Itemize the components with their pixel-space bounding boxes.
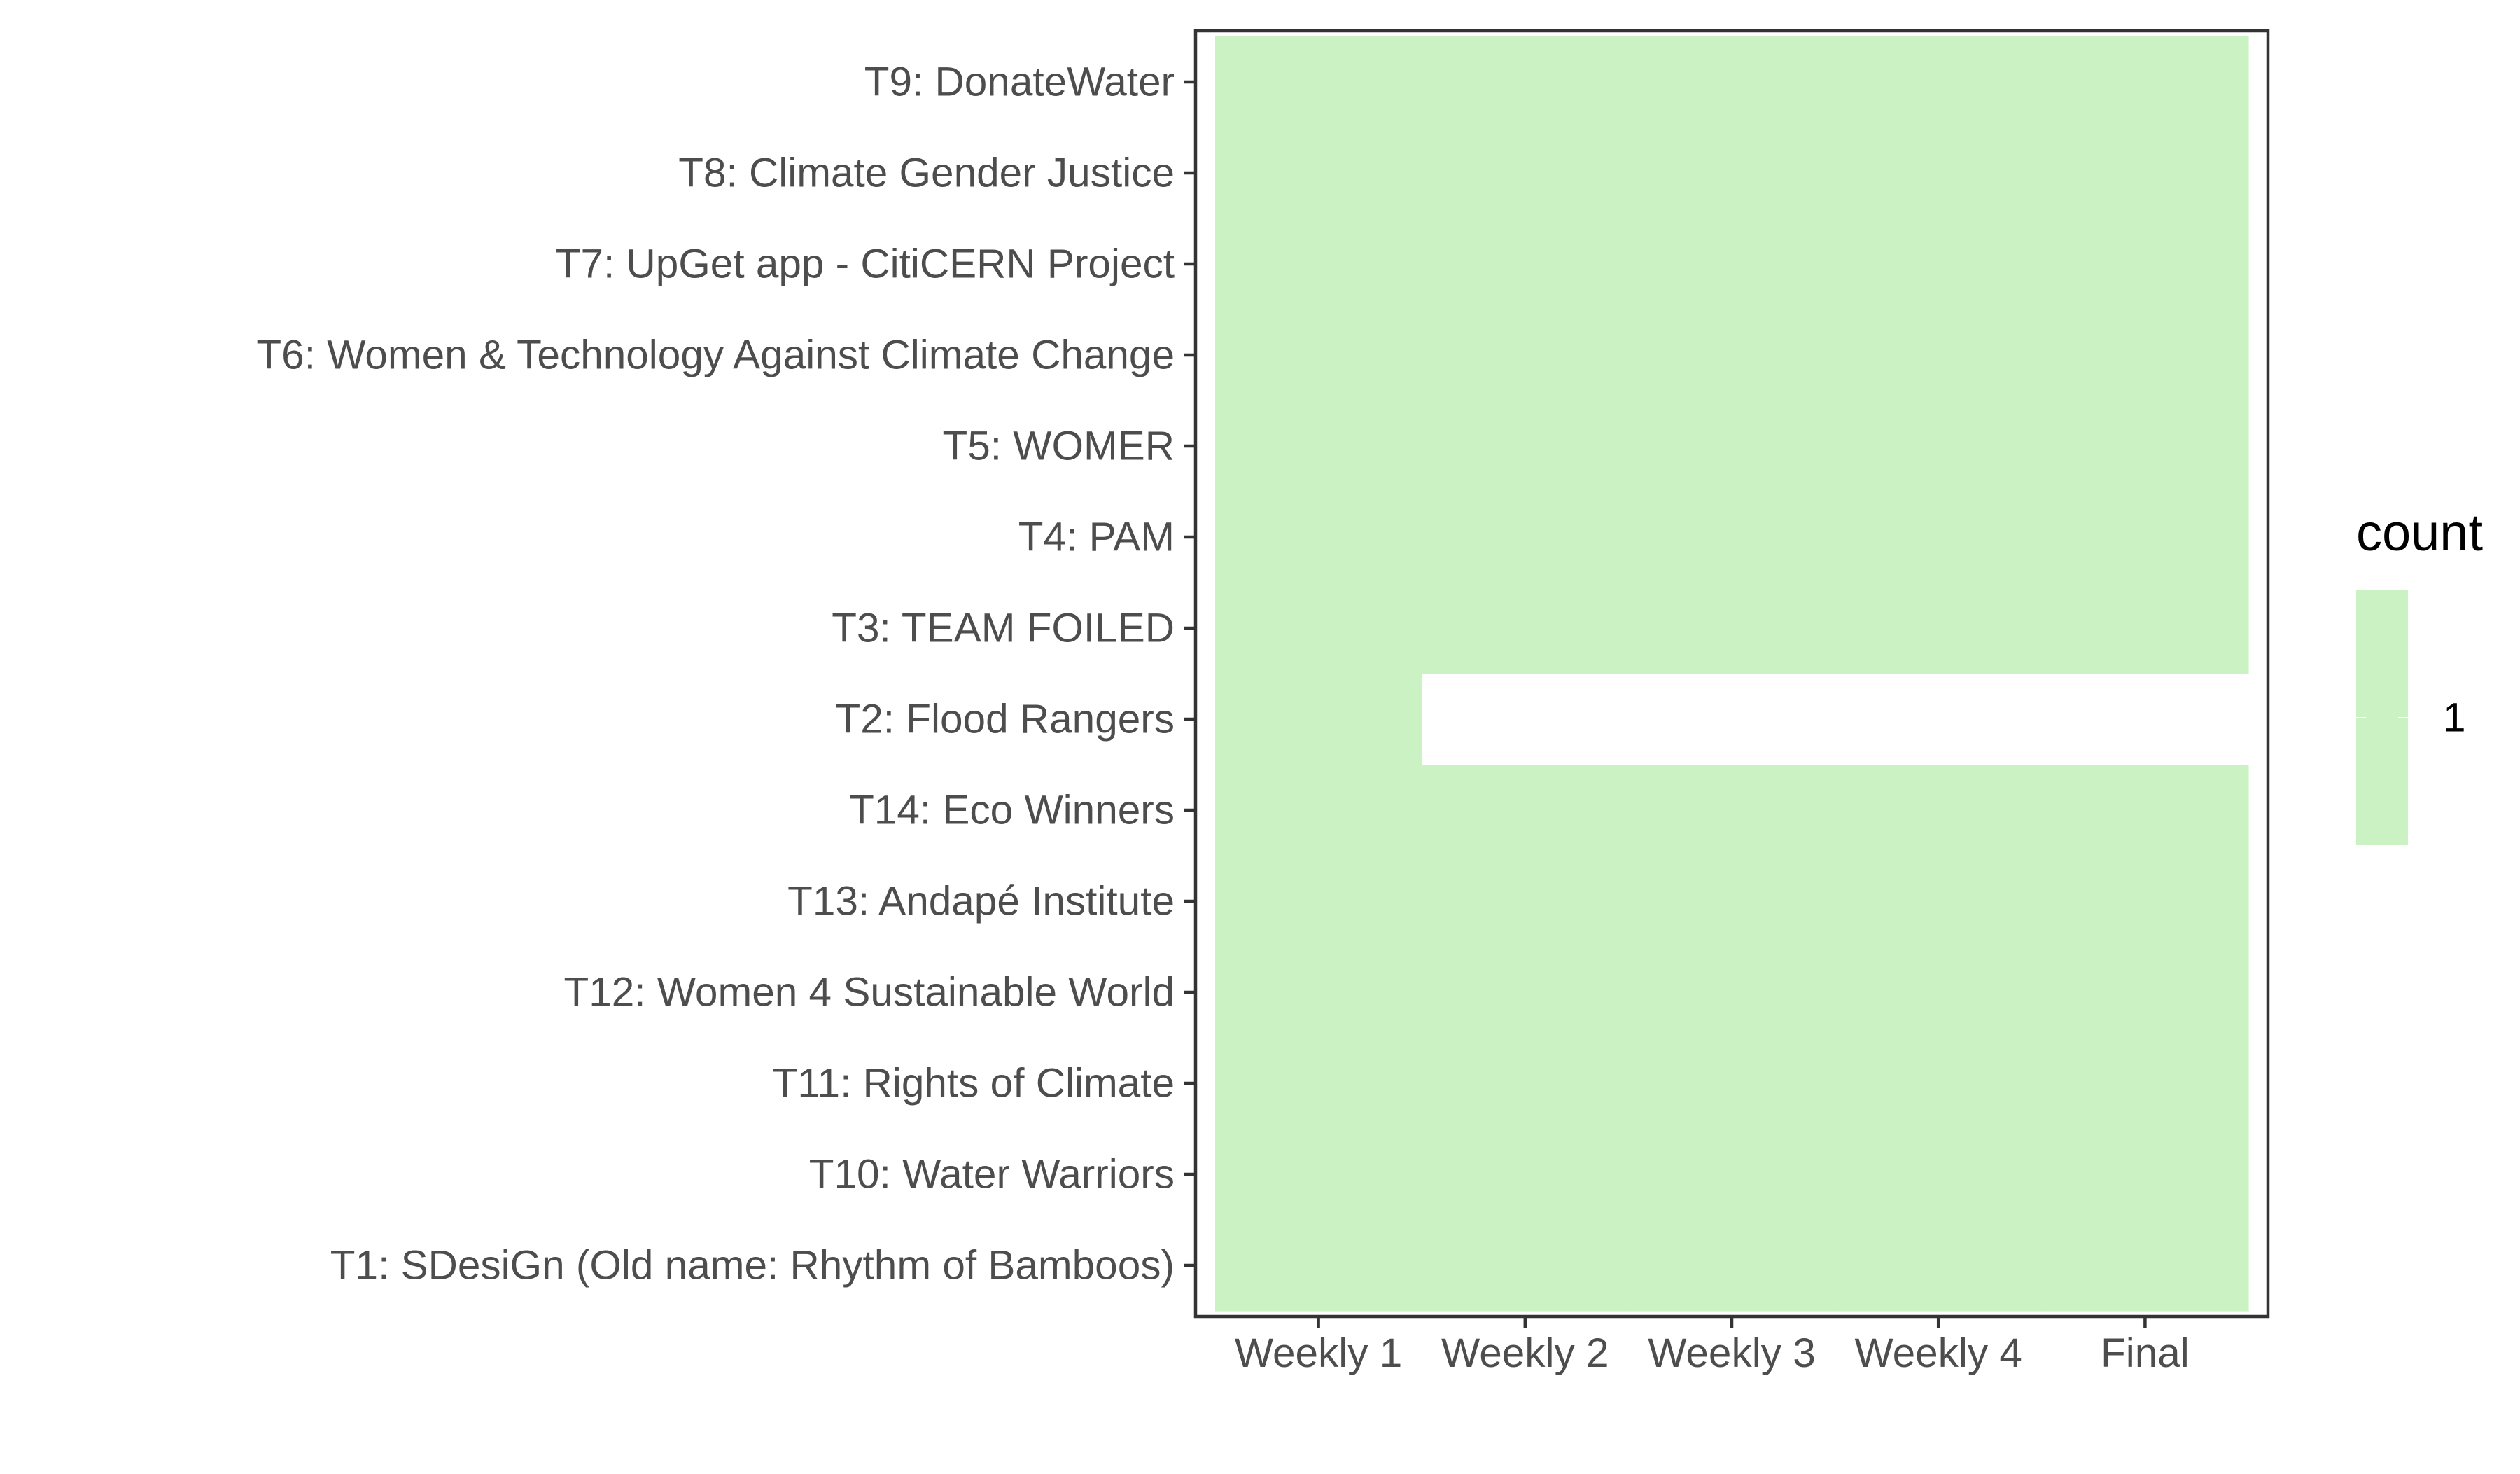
y-axis: T9: DonateWater T8: Climate Gender Justic…: [256, 60, 1196, 1288]
heatmap-cell: [1628, 765, 1836, 856]
heatmap-cell: [1215, 127, 1422, 219]
heatmap-cell: [2041, 583, 2249, 674]
x-axis: Weekly 1 Weekly 2 Weekly 3 Weekly 4 Final: [1235, 1316, 2190, 1376]
heatmap-cell: [1422, 401, 1629, 492]
y-tick-label: T9: DonateWater: [864, 60, 1175, 105]
heatmap-cell: [2041, 947, 2249, 1038]
y-tick-label: T2: Flood Rangers: [836, 697, 1175, 742]
y-tick-label: T7: UpGet app - CitiCERN Project: [556, 242, 1175, 287]
heatmap-cell: [1835, 36, 2043, 128]
heatmap-cell: [1215, 1220, 1422, 1312]
heatmap-cell: [1215, 310, 1422, 401]
heatmap-cell: [2041, 401, 2249, 492]
heatmap-cell: [1215, 36, 1422, 128]
heatmap-cell: [2041, 218, 2249, 310]
heatmap-cell: [1422, 1038, 1629, 1129]
heatmap-cell: [2041, 310, 2249, 401]
heatmap-cell: [1422, 310, 1629, 401]
y-tick-label: T6: Women & Technology Against Climate C…: [256, 333, 1175, 378]
heatmap-cell: [1628, 218, 1836, 310]
heatmap-cell: [1422, 36, 1629, 128]
heatmap-cell: [1835, 856, 2043, 947]
heatmap-cell: [1215, 947, 1422, 1038]
x-tick-label: Weekly 2: [1441, 1330, 1609, 1376]
heatmap-cell: [2041, 856, 2249, 947]
heatmap-cell: [1215, 401, 1422, 492]
y-tick-label: T3: TEAM FOILED: [832, 606, 1175, 651]
heatmap-cell: [1628, 856, 1836, 947]
heatmap-cell: [2041, 1038, 2249, 1129]
heatmap-cell: [1215, 583, 1422, 674]
heatmap-cell: [1422, 947, 1629, 1038]
heatmap-cell: [1835, 1220, 2043, 1312]
legend-title: count: [2356, 503, 2483, 562]
heatmap-cell: [1215, 856, 1422, 947]
heatmap-cell: [2041, 36, 2249, 128]
y-tick-label: T4: PAM: [1018, 515, 1175, 560]
heatmap-cell: [1422, 583, 1629, 674]
x-tick-label: Weekly 1: [1235, 1330, 1403, 1376]
legend-label: 1: [2443, 695, 2466, 741]
heatmap-cell: [1628, 1038, 1836, 1129]
x-tick-label: Weekly 3: [1648, 1330, 1816, 1376]
y-tick-label: T11: Rights of Climate: [773, 1061, 1175, 1106]
y-tick-label: T14: Eco Winners: [849, 788, 1175, 833]
heatmap-cell: [1835, 583, 2043, 674]
heatmap-cell: [1835, 947, 2043, 1038]
y-tick-label: T1: SDesiGn (Old name: Rhythm of Bamboos…: [330, 1243, 1175, 1288]
heatmap-cells: [1215, 36, 2249, 1312]
heatmap-cell: [1835, 127, 2043, 219]
heatmap-cell: [1628, 583, 1836, 674]
heatmap-cell: [1628, 1220, 1836, 1312]
heatmap-cell: [2041, 127, 2249, 219]
heatmap-cell: [1835, 1038, 2043, 1129]
x-tick-label: Final: [2101, 1330, 2190, 1376]
y-tick-label: T12: Women 4 Sustainable World: [564, 970, 1175, 1015]
heatmap-cell: [1835, 218, 2043, 310]
heatmap-cell: [1422, 765, 1629, 856]
y-tick-label: T13: Andapé Institute: [788, 879, 1175, 924]
heatmap-cell: [1422, 1129, 1629, 1221]
legend: count 1: [2356, 503, 2483, 845]
heatmap-cell: [1422, 1220, 1629, 1312]
heatmap-cell: [1215, 765, 1422, 856]
heatmap-cell: [1215, 674, 1422, 765]
heatmap-cell: [2041, 1129, 2249, 1221]
heatmap-cell: [2041, 765, 2249, 856]
heatmap-cell: [1628, 401, 1836, 492]
heatmap-cell: [1835, 401, 2043, 492]
heatmap-cell: [1422, 218, 1629, 310]
heatmap-cell: [1835, 492, 2043, 583]
heatmap-cell: [1215, 218, 1422, 310]
heatmap-cell: [1422, 856, 1629, 947]
heatmap-cell: [1628, 36, 1836, 128]
heatmap-cell: [1628, 310, 1836, 401]
heatmap-cell: [2041, 492, 2249, 583]
heatmap-cell: [2041, 1220, 2249, 1312]
heatmap-cell: [1422, 127, 1629, 219]
y-tick-label: T8: Climate Gender Justice: [678, 151, 1175, 196]
heatmap-cell: [1215, 1129, 1422, 1221]
heatmap-cell: [1215, 1038, 1422, 1129]
heatmap-cell: [1422, 492, 1629, 583]
heatmap-cell: [1835, 765, 2043, 856]
heatmap-cell: [1628, 1129, 1836, 1221]
y-tick-label: T5: WOMER: [943, 424, 1175, 469]
heatmap-cell: [1628, 947, 1836, 1038]
heatmap-cell: [1835, 310, 2043, 401]
heatmap-cell: [1628, 492, 1836, 583]
x-tick-label: Weekly 4: [1854, 1330, 2022, 1376]
y-tick-label: T10: Water Warriors: [809, 1152, 1175, 1197]
heatmap-cell: [1215, 492, 1422, 583]
heatmap-cell: [1835, 1129, 2043, 1221]
heatmap-cell: [1628, 127, 1836, 219]
